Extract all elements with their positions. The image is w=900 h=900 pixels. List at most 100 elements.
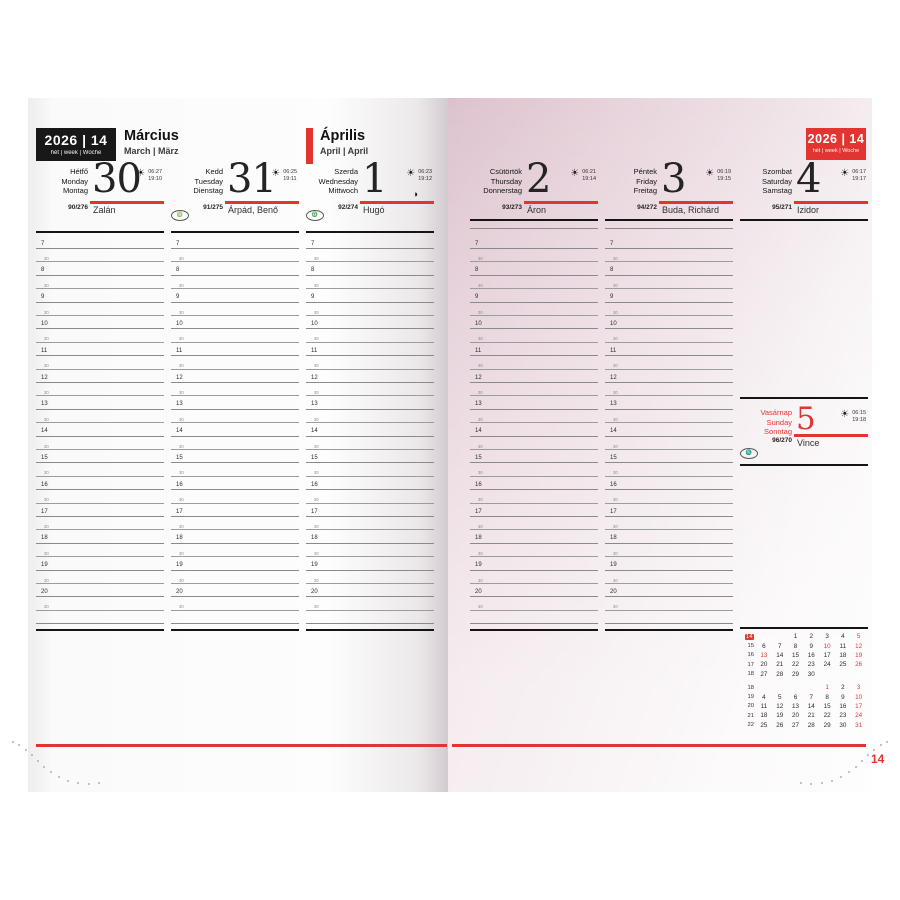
mini-calendar-day[interactable]: 8 bbox=[825, 693, 829, 701]
ruled-line[interactable] bbox=[171, 395, 299, 397]
ruled-line[interactable] bbox=[605, 609, 733, 611]
ruled-line[interactable] bbox=[36, 382, 164, 383]
ruled-line[interactable] bbox=[470, 315, 598, 316]
ruled-line[interactable] bbox=[470, 596, 598, 598]
ruled-line[interactable] bbox=[470, 328, 598, 330]
ruled-line[interactable] bbox=[306, 489, 434, 491]
ruled-line[interactable] bbox=[171, 462, 299, 464]
ruled-line[interactable] bbox=[306, 449, 434, 450]
ruled-line[interactable] bbox=[306, 248, 434, 249]
ruled-line[interactable] bbox=[36, 301, 164, 303]
ruled-line[interactable] bbox=[36, 435, 164, 437]
ruled-line[interactable] bbox=[470, 609, 598, 611]
ruled-line[interactable] bbox=[605, 341, 733, 343]
ruled-line[interactable] bbox=[36, 475, 164, 477]
ruled-line[interactable] bbox=[470, 301, 598, 303]
ruled-line[interactable] bbox=[171, 449, 299, 450]
ruled-line[interactable] bbox=[171, 355, 299, 357]
ruled-line[interactable] bbox=[605, 328, 733, 330]
ruled-line[interactable] bbox=[605, 489, 733, 491]
ruled-line[interactable] bbox=[470, 529, 598, 531]
ruled-line[interactable] bbox=[36, 623, 164, 625]
ruled-line[interactable] bbox=[306, 274, 434, 276]
ruled-line[interactable] bbox=[605, 228, 733, 229]
mini-calendar-day[interactable]: 28 bbox=[776, 670, 784, 678]
ruled-line[interactable] bbox=[605, 355, 733, 357]
ruled-line[interactable] bbox=[306, 569, 434, 571]
ruled-line[interactable] bbox=[36, 529, 164, 531]
ruled-line[interactable] bbox=[470, 341, 598, 343]
mini-calendar-day[interactable]: 2 bbox=[841, 684, 845, 692]
mini-calendar-day[interactable]: 20 bbox=[791, 712, 799, 720]
ruled-line[interactable] bbox=[605, 382, 733, 383]
ruled-line[interactable] bbox=[171, 382, 299, 383]
ruled-line[interactable] bbox=[171, 556, 299, 558]
ruled-line[interactable] bbox=[36, 489, 164, 491]
mini-calendar-day[interactable]: 17 bbox=[823, 651, 831, 659]
mini-calendar-day[interactable]: 21 bbox=[776, 661, 784, 669]
ruled-line[interactable] bbox=[470, 556, 598, 558]
ruled-line[interactable] bbox=[470, 395, 598, 397]
mini-calendar-day[interactable]: 13 bbox=[760, 651, 768, 659]
ruled-line[interactable] bbox=[470, 408, 598, 410]
mini-calendar-day[interactable]: 16 bbox=[839, 702, 847, 710]
mini-calendar-day[interactable]: 25 bbox=[760, 721, 768, 729]
ruled-line[interactable] bbox=[171, 422, 299, 424]
mini-calendar-day[interactable]: 1 bbox=[825, 684, 829, 692]
mini-calendar-day[interactable]: 28 bbox=[807, 721, 815, 729]
ruled-line[interactable] bbox=[171, 261, 299, 263]
ruled-line[interactable] bbox=[306, 382, 434, 383]
ruled-line[interactable] bbox=[36, 449, 164, 450]
ruled-line[interactable] bbox=[171, 542, 299, 544]
ruled-line[interactable] bbox=[306, 328, 434, 330]
mini-calendar-day[interactable]: 25 bbox=[839, 661, 847, 669]
ruled-line[interactable] bbox=[36, 355, 164, 357]
mini-calendar-day[interactable]: 3 bbox=[856, 684, 861, 692]
ruled-line[interactable] bbox=[470, 422, 598, 424]
ruled-line[interactable] bbox=[605, 261, 733, 263]
ruled-line[interactable] bbox=[36, 462, 164, 464]
ruled-line[interactable] bbox=[605, 274, 733, 276]
ruled-line[interactable] bbox=[306, 623, 434, 625]
ruled-line[interactable] bbox=[306, 301, 434, 303]
ruled-line[interactable] bbox=[171, 516, 299, 517]
ruled-line[interactable] bbox=[306, 288, 434, 290]
ruled-line[interactable] bbox=[171, 315, 299, 316]
mini-calendar-day[interactable]: 13 bbox=[791, 702, 799, 710]
mini-calendar-day[interactable]: 26 bbox=[855, 661, 863, 669]
ruled-line[interactable] bbox=[171, 569, 299, 571]
notes-area-saturday[interactable] bbox=[740, 219, 868, 401]
ruled-line[interactable] bbox=[605, 368, 733, 370]
mini-calendar-day[interactable]: 26 bbox=[776, 721, 784, 729]
ruled-line[interactable] bbox=[306, 315, 434, 316]
ruled-line[interactable] bbox=[171, 489, 299, 491]
mini-calendar-day[interactable]: 4 bbox=[762, 693, 766, 701]
ruled-line[interactable] bbox=[605, 596, 733, 598]
ruled-line[interactable] bbox=[470, 355, 598, 357]
mini-calendar-day[interactable]: 18 bbox=[760, 712, 768, 720]
ruled-line[interactable] bbox=[605, 315, 733, 316]
ruled-line[interactable] bbox=[605, 288, 733, 290]
mini-calendar-day[interactable]: 4 bbox=[841, 633, 845, 641]
ruled-line[interactable] bbox=[171, 368, 299, 370]
mini-calendar-day[interactable]: 6 bbox=[793, 693, 798, 701]
ruled-line[interactable] bbox=[470, 475, 598, 477]
mini-calendar-day[interactable]: 20 bbox=[760, 661, 768, 669]
ruled-line[interactable] bbox=[470, 516, 598, 517]
mini-calendar-day[interactable]: 29 bbox=[823, 721, 831, 729]
ruled-line[interactable] bbox=[36, 341, 164, 343]
ruled-line[interactable] bbox=[470, 248, 598, 249]
mini-calendar-day[interactable]: 11 bbox=[760, 702, 768, 710]
ruled-line[interactable] bbox=[470, 368, 598, 370]
mini-calendar-day[interactable]: 19 bbox=[855, 651, 863, 659]
mini-calendar-day[interactable]: 22 bbox=[791, 661, 799, 669]
ruled-line[interactable] bbox=[306, 583, 434, 584]
ruled-line[interactable] bbox=[470, 382, 598, 383]
mini-calendar-day[interactable]: 23 bbox=[839, 712, 847, 720]
ruled-line[interactable] bbox=[36, 516, 164, 517]
mini-calendar-day[interactable]: 12 bbox=[855, 642, 863, 650]
ruled-line[interactable] bbox=[306, 341, 434, 343]
ruled-line[interactable] bbox=[36, 569, 164, 571]
ruled-line[interactable] bbox=[605, 395, 733, 397]
mini-calendar-day[interactable]: 11 bbox=[839, 642, 847, 650]
